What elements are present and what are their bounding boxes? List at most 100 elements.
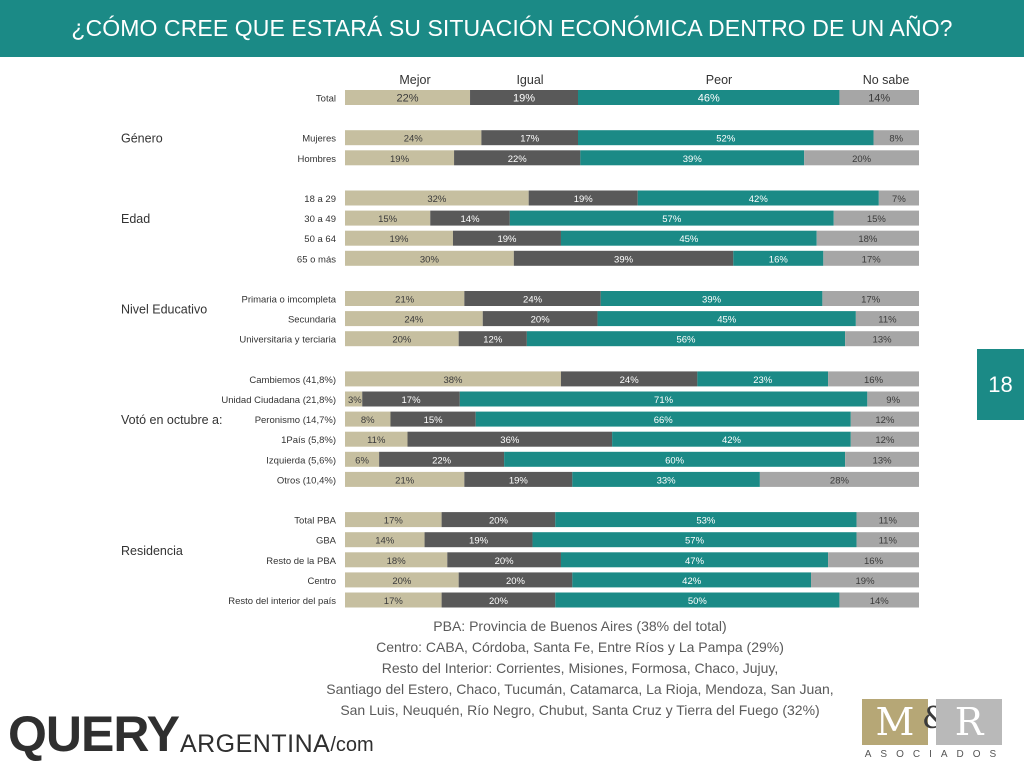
logo-query-word: QUERY — [8, 706, 180, 762]
bar-segment — [845, 451, 919, 467]
bar-value-label: 21% — [395, 475, 415, 486]
bar-segment — [362, 391, 460, 407]
row-label: Cambiemos (41,8%) — [249, 375, 336, 386]
bar-value-label: 22% — [396, 93, 418, 105]
bar-value-label: 39% — [614, 254, 634, 265]
bar-segment — [637, 190, 879, 206]
logo-r: R — [936, 699, 1002, 745]
page-number: 18 — [977, 349, 1024, 420]
bar-segment — [464, 471, 573, 487]
footnote-line: Santiago del Estero, Chaco, Tucumán, Cat… — [326, 681, 834, 697]
bar-value-label: 20% — [392, 576, 412, 587]
bar-value-label: 53% — [696, 516, 716, 527]
row-label: Hombres — [297, 154, 336, 165]
footnote: PBA: Provincia de Buenos Aires (38% del … — [300, 616, 860, 721]
legend-label: Peor — [706, 73, 732, 87]
bar-segment — [697, 371, 829, 387]
bar-value-label: 7% — [892, 194, 906, 205]
legend-label: No sabe — [863, 73, 910, 87]
bar-value-label: 18% — [387, 556, 407, 567]
bar-segment — [612, 431, 851, 447]
bar-segment — [555, 512, 857, 528]
bar-segment — [816, 230, 919, 246]
row-label: GBA — [316, 536, 337, 547]
row-label: Otros (10,4%) — [277, 475, 336, 486]
bar-value-label: 11% — [878, 315, 897, 326]
bar-segment — [345, 431, 408, 447]
bar-segment — [447, 552, 561, 568]
bar-segment — [458, 572, 573, 588]
bar-value-label: 20% — [495, 556, 515, 567]
bar-segment — [560, 552, 829, 568]
bar-value-label: 24% — [404, 315, 424, 326]
bar-segment — [441, 512, 556, 528]
bar-segment — [345, 230, 453, 246]
bar-segment — [850, 431, 919, 447]
bar-value-label: 42% — [749, 194, 769, 205]
bar-value-label: 13% — [873, 335, 893, 346]
bar-segment — [345, 532, 425, 548]
bar-value-label: 9% — [886, 395, 900, 406]
row-label: 65 o más — [297, 254, 336, 265]
bar-segment — [454, 150, 581, 166]
bar-segment — [430, 210, 510, 226]
bar-value-label: 24% — [620, 375, 640, 386]
bar-segment — [823, 250, 919, 266]
row-label: Centro — [307, 576, 336, 587]
logo-m: M — [862, 699, 928, 745]
bar-segment — [833, 210, 919, 226]
bar-value-label: 12% — [875, 415, 895, 426]
group-label: Nivel Educativo — [121, 303, 207, 317]
bar-value-label: 17% — [520, 134, 540, 145]
bar-value-label: 66% — [654, 415, 674, 426]
bar-segment — [578, 90, 840, 105]
row-label: Resto del interior del país — [228, 596, 336, 607]
bar-value-label: 12% — [875, 435, 895, 446]
logo-domain: /com — [330, 734, 374, 756]
logo-asociados: ASOCIADOS — [864, 749, 1006, 760]
row-label: Primaria o imcompleta — [242, 295, 337, 306]
bar-value-label: 20% — [489, 516, 509, 527]
bar-value-label: 15% — [424, 415, 444, 426]
bar-value-label: 42% — [682, 576, 702, 587]
bar-value-label: 33% — [657, 475, 677, 486]
legend-label: Mejor — [399, 73, 430, 87]
bar-segment — [580, 150, 805, 166]
bar-value-label: 17% — [384, 516, 404, 527]
bar-segment — [597, 311, 856, 327]
bar-segment — [759, 471, 919, 487]
bar-segment — [526, 331, 846, 347]
bar-value-label: 30% — [420, 254, 440, 265]
bar-segment — [345, 391, 363, 407]
bar-segment — [379, 451, 505, 467]
bar-value-label: 12% — [483, 335, 503, 346]
bar-segment — [441, 592, 556, 608]
bar-segment — [345, 250, 514, 266]
bar-value-label: 19% — [497, 234, 517, 245]
bar-value-label: 19% — [469, 536, 489, 547]
bar-segment — [345, 190, 529, 206]
bar-value-label: 11% — [367, 435, 386, 446]
bar-segment — [345, 150, 455, 166]
bar-value-label: 19% — [574, 194, 594, 205]
bar-segment — [458, 331, 527, 347]
group-label: Residencia — [121, 544, 183, 558]
row-label: Total PBA — [294, 516, 336, 527]
bar-value-label: 8% — [361, 415, 375, 426]
bar-segment — [856, 512, 919, 528]
bar-value-label: 38% — [443, 375, 463, 386]
bar-segment — [452, 230, 561, 246]
bar-value-label: 52% — [716, 134, 736, 145]
bar-value-label: 22% — [432, 455, 452, 466]
bar-segment — [532, 532, 857, 548]
bar-value-label: 21% — [395, 295, 415, 306]
bar-value-label: 20% — [506, 576, 526, 587]
bar-segment — [459, 391, 868, 407]
bar-value-label: 17% — [862, 254, 882, 265]
bar-value-label: 57% — [662, 214, 682, 225]
mr-asociados-logo: M & R ASOCIADOS — [860, 699, 1010, 767]
bar-value-label: 20% — [489, 596, 509, 607]
bar-value-label: 13% — [873, 455, 893, 466]
bar-segment — [560, 230, 817, 246]
bar-value-label: 71% — [654, 395, 674, 406]
